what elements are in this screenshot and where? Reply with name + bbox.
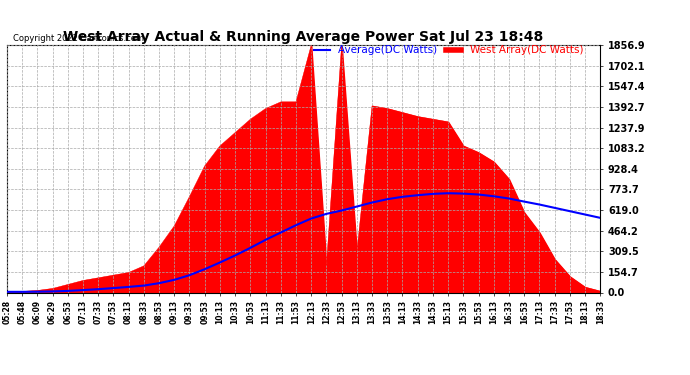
Legend: Average(DC Watts), West Array(DC Watts): Average(DC Watts), West Array(DC Watts)	[315, 45, 583, 55]
Text: Copyright 2022 Cartronics.com: Copyright 2022 Cartronics.com	[13, 33, 144, 42]
Title: West Array Actual & Running Average Power Sat Jul 23 18:48: West Array Actual & Running Average Powe…	[63, 30, 544, 44]
